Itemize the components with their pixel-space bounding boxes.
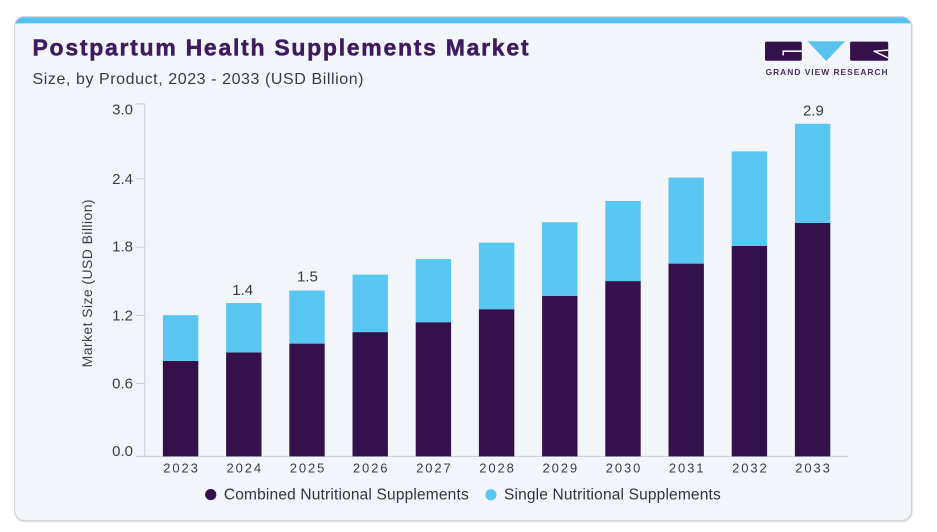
svg-text:Size, by Product, 2023 - 2033: Size, by Product, 2023 - 2033 (USD Billi… [33, 71, 364, 88]
svg-text:2028: 2028 [479, 460, 514, 475]
svg-text:2023: 2023 [163, 460, 198, 475]
svg-text:3.0: 3.0 [112, 102, 133, 119]
svg-text:2029: 2029 [543, 460, 578, 475]
svg-text:1.5: 1.5 [297, 268, 318, 285]
svg-text:1.4: 1.4 [232, 282, 253, 299]
svg-text:0.0: 0.0 [112, 443, 133, 460]
svg-text:1.8: 1.8 [112, 239, 133, 256]
svg-text:2033: 2033 [795, 460, 830, 475]
svg-text:2025: 2025 [290, 460, 325, 475]
svg-text:Postpartum Health Supplements: Postpartum Health Supplements Market [33, 35, 529, 61]
svg-text:2.9: 2.9 [803, 102, 824, 119]
svg-text:Market Size (USD Billion): Market Size (USD Billion) [79, 199, 95, 367]
svg-text:Combined Nutritional Supplemen: Combined Nutritional Supplements [224, 487, 469, 504]
svg-text:GRAND VIEW RESEARCH: GRAND VIEW RESEARCH [766, 67, 888, 77]
svg-text:2026: 2026 [353, 460, 388, 475]
svg-text:Single Nutritional Supplements: Single Nutritional Supplements [504, 487, 721, 504]
svg-text:2.4: 2.4 [112, 171, 133, 188]
svg-text:1.2: 1.2 [112, 307, 133, 324]
svg-text:2030: 2030 [606, 460, 641, 475]
svg-text:2031: 2031 [669, 460, 704, 475]
svg-text:2024: 2024 [227, 460, 262, 475]
svg-text:2027: 2027 [416, 460, 451, 475]
svg-text:2032: 2032 [732, 460, 767, 475]
svg-text:0.6: 0.6 [112, 376, 133, 393]
